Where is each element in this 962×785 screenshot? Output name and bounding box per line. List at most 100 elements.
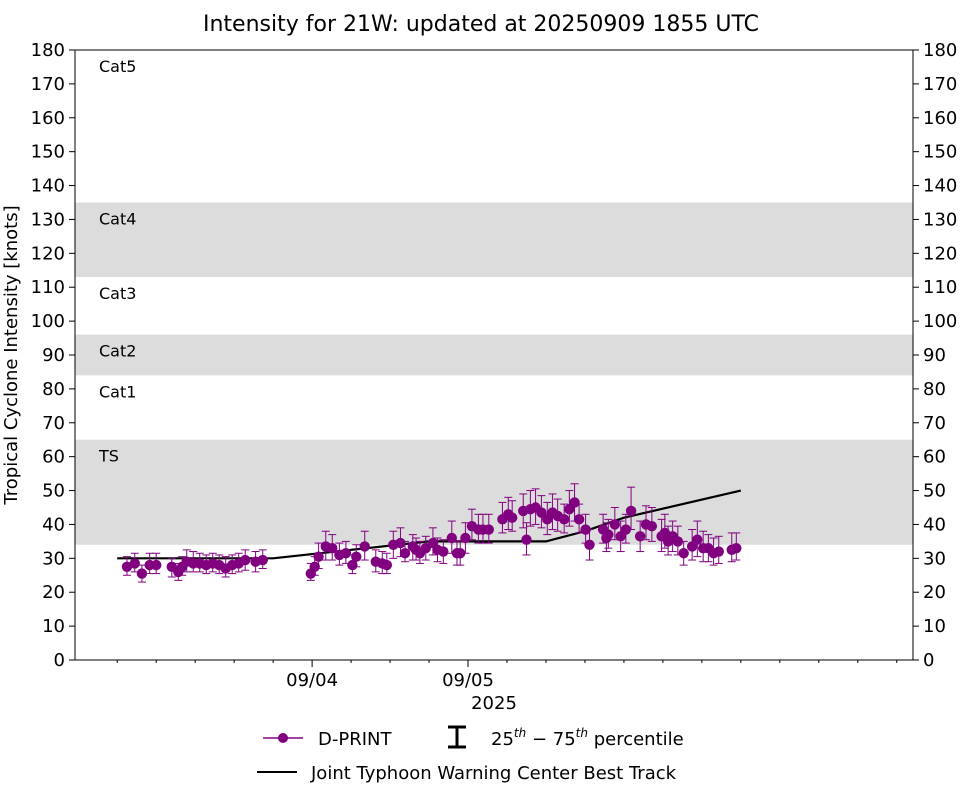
y-axis-left-ticks: 0 10 20 30 40 50 60 70 80 90 100 110 120 130 140 150 160… (31, 40, 75, 671)
ytick-left-label: 140 (31, 176, 65, 197)
legend: D-PRINT 25th − 75th percentile Joint Typ… (257, 725, 684, 784)
dprint-marker (455, 548, 466, 559)
ytick-right-label: 110 (923, 277, 957, 298)
dprint-point (521, 522, 532, 556)
ytick-right-label: 100 (923, 311, 957, 332)
dprint-point (313, 542, 324, 569)
ytick-left-label: 120 (31, 243, 65, 264)
dprint-marker (239, 554, 251, 566)
dprint-marker (129, 558, 140, 569)
dprint-marker (121, 561, 133, 573)
best-track-series (117, 489, 742, 560)
y-axis-right-ticks: 0 10 20 30 40 50 60 70 80 90 100 110 120 130 140 150 160… (913, 40, 957, 671)
x-axis-label: 2025 (471, 693, 517, 714)
dprint-marker (395, 537, 406, 549)
dprint-marker (584, 539, 595, 550)
category-labels: TS Cat1 Cat2 Cat3 Cat4 Cat5 (98, 57, 136, 466)
dprint-point (536, 495, 547, 529)
dprint-marker (713, 546, 724, 557)
ytick-right-label: 40 (923, 514, 946, 535)
ytick-left-label: 80 (42, 379, 65, 400)
dprint-point (625, 486, 637, 531)
ytick-right-label: 30 (923, 548, 946, 569)
dprint-point (603, 518, 614, 549)
dprint-marker (620, 524, 632, 535)
ytick-left-label: 10 (42, 616, 65, 637)
dprint-marker (340, 548, 352, 559)
ytick-right-label: 70 (923, 413, 946, 434)
dprint-marker (672, 536, 684, 547)
ytick-right-label: 90 (923, 345, 946, 366)
dprint-marker (347, 559, 358, 571)
dprint-marker (569, 497, 580, 508)
dprint-point (558, 503, 570, 534)
ytick-left-label: 0 (54, 650, 65, 671)
dprint-point (731, 532, 742, 561)
dprint-point (634, 520, 646, 553)
dprint-marker (136, 568, 148, 579)
dprint-point (340, 540, 352, 564)
ytick-left-label: 100 (31, 311, 65, 332)
best-track-line (117, 489, 742, 560)
dprint-marker (483, 524, 495, 535)
dprint-marker (558, 514, 570, 525)
dprint-marker (659, 527, 671, 539)
dprint-point (381, 552, 393, 575)
dprint-point (713, 535, 724, 564)
dprint-point (129, 552, 140, 573)
band-cat4 (75, 202, 913, 278)
ytick-left-label: 160 (31, 108, 65, 129)
dprint-marker (625, 505, 637, 517)
dprint-point (569, 483, 580, 522)
ytick-right-label: 180 (923, 40, 957, 61)
dprint-point (351, 544, 362, 568)
ytick-right-label: 170 (923, 74, 957, 95)
band-label-ts: TS (98, 447, 119, 466)
ytick-left-label: 130 (31, 209, 65, 230)
dprint-marker (359, 541, 370, 552)
dprint-marker (506, 512, 518, 523)
dprint-marker (399, 548, 411, 559)
dprint-marker (351, 551, 362, 562)
ytick-left-label: 40 (42, 514, 65, 535)
dprint-point (121, 556, 133, 576)
dprint-point (455, 540, 466, 566)
legend-percentile-label: 25th − 75th percentile (491, 726, 684, 750)
dprint-marker (692, 534, 703, 545)
dprint-marker (327, 542, 338, 554)
ytick-right-label: 20 (923, 582, 946, 603)
legend-dprint-marker (278, 733, 288, 743)
dprint-point (438, 539, 449, 564)
dprint-marker (460, 532, 471, 544)
dprint-point (678, 540, 689, 566)
dprint-marker (678, 548, 689, 559)
category-bands (75, 202, 913, 545)
xtick-label: 09/04 (286, 670, 338, 691)
band-label-cat1: Cat1 (99, 382, 136, 401)
dprint-marker (646, 520, 658, 532)
ytick-left-label: 90 (42, 345, 65, 366)
band-label-cat2: Cat2 (99, 342, 136, 361)
dprint-point (327, 534, 338, 561)
dprint-marker (603, 529, 614, 540)
dprint-point (646, 507, 658, 542)
ytick-left-label: 60 (42, 447, 65, 468)
dprint-marker (634, 531, 646, 542)
dprint-point (239, 549, 251, 571)
ytick-right-label: 50 (923, 481, 946, 502)
ytick-right-label: 130 (923, 209, 957, 230)
dprint-marker (313, 551, 324, 562)
dprint-marker (381, 559, 393, 571)
plot-frame (74, 49, 914, 661)
dprint-series (121, 483, 742, 583)
ytick-left-label: 110 (31, 277, 65, 298)
ytick-right-label: 0 (923, 650, 934, 671)
ytick-right-label: 160 (923, 108, 957, 129)
legend-besttrack-label: Joint Typhoon Warning Center Best Track (310, 763, 677, 784)
dprint-point (506, 500, 518, 532)
dprint-point (399, 540, 411, 563)
dprint-point (151, 552, 162, 575)
chart-title: Intensity for 21W: updated at 20250909 1… (203, 12, 759, 37)
ytick-left-label: 50 (42, 481, 65, 502)
ytick-left-label: 180 (31, 40, 65, 61)
